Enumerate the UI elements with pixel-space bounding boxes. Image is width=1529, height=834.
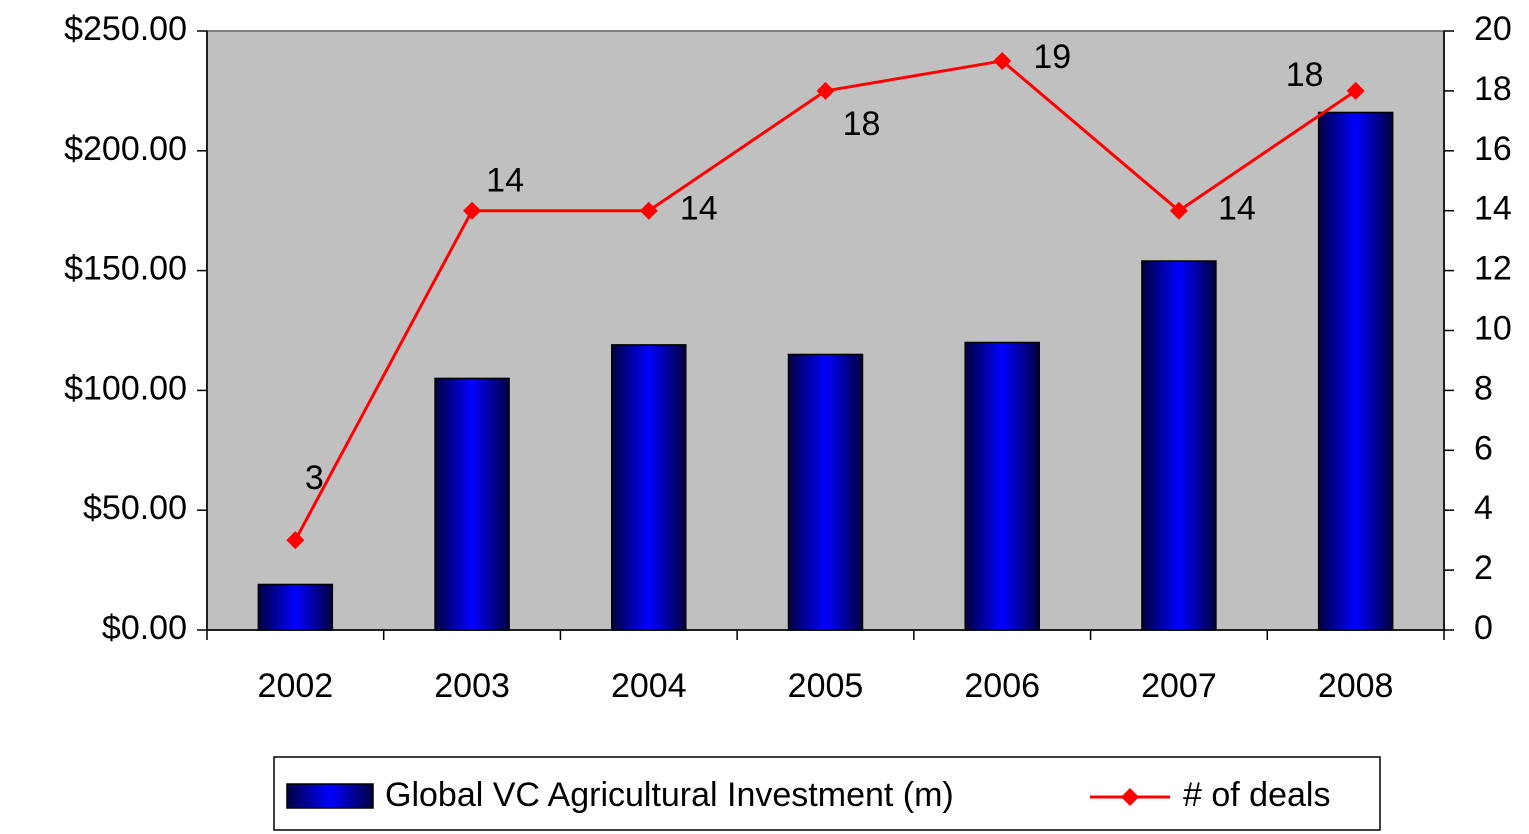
data-label: 18 [843, 105, 881, 143]
bar [964, 341, 1040, 631]
marker [993, 51, 1012, 70]
y2-tick-label: 18 [1474, 70, 1512, 108]
x-tick-label: 2002 [258, 667, 334, 705]
x-tick-label: 2007 [1141, 667, 1217, 705]
y2-tick-label: 12 [1474, 250, 1512, 288]
marker [639, 201, 658, 220]
marker [1169, 201, 1188, 220]
x-tick-label: 2006 [964, 667, 1040, 705]
data-label: 14 [1218, 190, 1256, 228]
marker [816, 81, 835, 100]
legend-box [273, 756, 1381, 831]
y2-tick-label: 10 [1474, 309, 1512, 347]
bar [1317, 111, 1394, 631]
y2-tick-label: 16 [1474, 130, 1512, 168]
bar [787, 353, 864, 631]
y2-tick-label: 2 [1474, 549, 1493, 587]
x-tick-label: 2008 [1318, 667, 1394, 705]
x-tick-label: 2005 [788, 667, 864, 705]
data-label: 14 [680, 190, 718, 228]
bar [434, 377, 510, 631]
bar [1141, 260, 1217, 631]
y-tick-label: $200.00 [64, 130, 187, 168]
bar [257, 583, 334, 631]
data-label: 3 [305, 459, 324, 497]
x-tick-label: 2003 [434, 667, 510, 705]
legend-label: Global VC Agricultural Investment (m) [385, 776, 954, 814]
legend-swatch [286, 783, 374, 809]
data-label: 18 [1286, 56, 1324, 94]
y2-tick-label: 6 [1474, 429, 1493, 467]
marker [1346, 81, 1365, 100]
marker [463, 201, 482, 220]
y-tick-label: $0.00 [102, 609, 187, 647]
y-tick-label: $100.00 [64, 369, 187, 407]
y2-tick-label: 14 [1474, 190, 1512, 228]
y-tick-label: $150.00 [64, 250, 187, 288]
legend-marker [1121, 788, 1139, 806]
y2-tick-label: 20 [1474, 10, 1512, 48]
y2-tick-label: 0 [1474, 609, 1493, 647]
marker [286, 531, 305, 550]
legend-label: # of deals [1183, 776, 1330, 814]
y-tick-label: $50.00 [83, 489, 187, 527]
data-label: 19 [1033, 38, 1071, 76]
data-label: 14 [486, 162, 524, 200]
bar [611, 344, 687, 631]
y-tick-label: $250.00 [64, 10, 187, 48]
y2-tick-label: 8 [1474, 369, 1493, 407]
y2-tick-label: 4 [1474, 489, 1493, 527]
x-tick-label: 2004 [611, 667, 687, 705]
